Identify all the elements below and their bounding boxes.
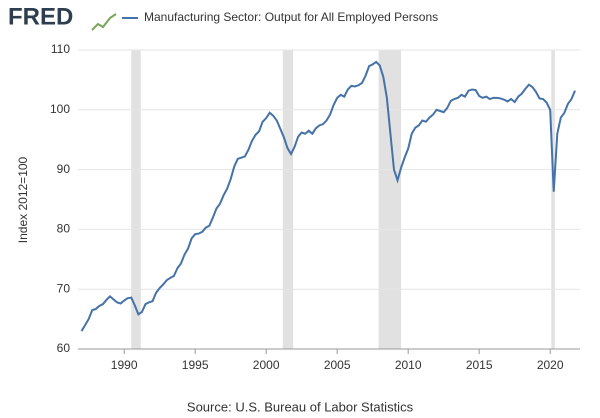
x-tick-label: 2005 — [324, 358, 351, 372]
y-tick-label: 60 — [57, 341, 71, 355]
legend-label: Manufacturing Sector: Output for All Emp… — [144, 10, 438, 24]
y-tick-label: 70 — [57, 281, 71, 295]
x-tick-label: 2000 — [253, 358, 280, 372]
recession-band — [378, 50, 402, 349]
y-tick-label: 80 — [57, 222, 71, 236]
recession-band — [131, 50, 141, 349]
x-tick-label: 1990 — [111, 358, 138, 372]
x-tick-label: 2020 — [537, 358, 564, 372]
line — [80, 60, 576, 332]
logo: FRED — [8, 3, 73, 30]
y-tick-label: 110 — [51, 42, 70, 56]
logo-icon — [91, 13, 117, 31]
source: Source: U.S. Bureau of Labor Statistics — [187, 399, 414, 414]
x-tick-label: 1995 — [182, 358, 209, 372]
x-tick-label: 2015 — [466, 358, 493, 372]
recession-band — [282, 50, 294, 349]
recession-band — [551, 50, 555, 349]
y-tick-label: 100 — [50, 102, 70, 116]
x-tick-label: 2010 — [395, 358, 422, 372]
y-tick-label: 90 — [57, 162, 71, 176]
y-axis-label: Index 2012=100 — [16, 156, 30, 243]
